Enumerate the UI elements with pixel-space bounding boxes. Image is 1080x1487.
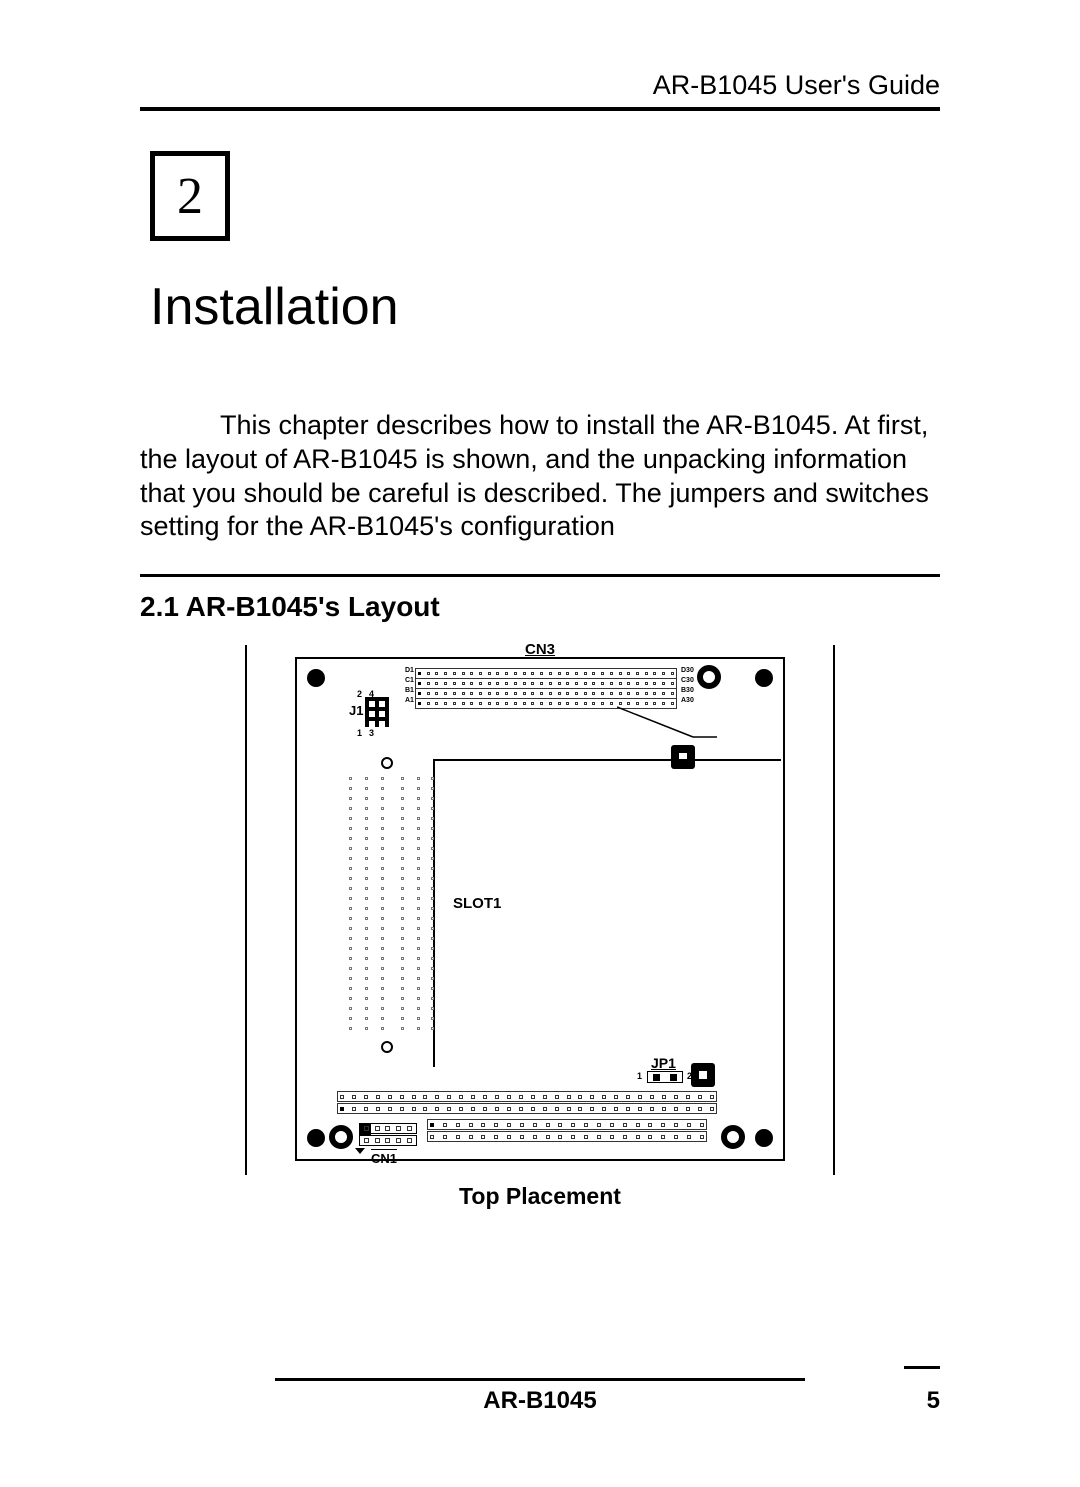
chapter-number: 2 [177, 167, 203, 226]
cn1-arrow-icon [355, 1148, 365, 1154]
diagram-container: CN3 D1 C1 B1 A1 D30 C30 B30 A30 [140, 645, 940, 1175]
page-footer: AR-B1045 5 [140, 1378, 940, 1417]
diagram-caption: Top Placement [140, 1183, 940, 1210]
board-diagram: CN3 D1 C1 B1 A1 D30 C30 B30 A30 [245, 645, 835, 1175]
chapter-number-box: 2 [150, 151, 230, 241]
diagram-right-margin-line [833, 645, 835, 1175]
footer-rule [275, 1378, 805, 1381]
section-title: 2.1 AR-B1045's Layout [140, 591, 940, 623]
intro-paragraph-text: This chapter describes how to install th… [140, 410, 929, 541]
footer-model: AR-B1045 [140, 1387, 940, 1415]
intro-paragraph: This chapter describes how to install th… [140, 409, 940, 544]
label-cn1: CN1 [371, 1149, 397, 1166]
diagram-left-margin-line [245, 645, 247, 1175]
pcb-outline: CN3 D1 C1 B1 A1 D30 C30 B30 A30 [295, 657, 785, 1161]
section-rule [140, 574, 940, 577]
chapter-title: Installation [150, 277, 940, 337]
header-title: AR-B1045 User's Guide [140, 70, 940, 101]
chapter-number-box-inner: 2 [153, 154, 227, 238]
header-rule [140, 107, 940, 111]
footer-page-number: 5 [927, 1387, 940, 1415]
cn1-connector [359, 1123, 417, 1147]
bottom-pin-headers [297, 659, 783, 1159]
label-cn3: CN3 [525, 641, 555, 658]
footer-page-rule [904, 1366, 940, 1369]
page: AR-B1045 User's Guide 2 Installation Thi… [0, 0, 1080, 1487]
